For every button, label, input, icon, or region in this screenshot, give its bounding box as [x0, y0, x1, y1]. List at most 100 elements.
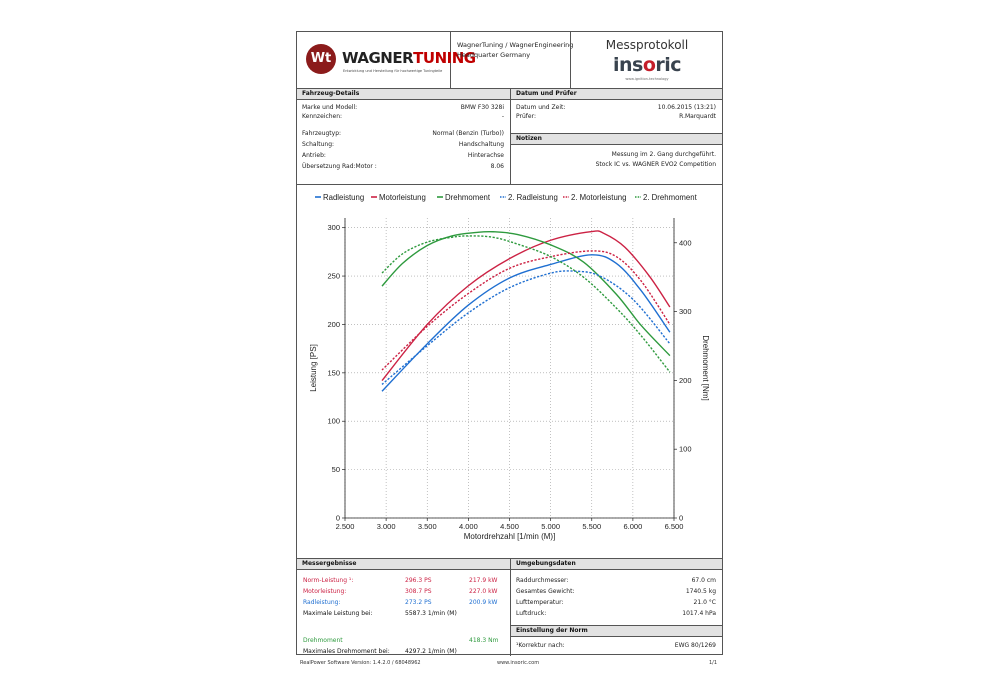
page-number: 1/1 [709, 660, 718, 666]
y-tick-label: 300 [327, 223, 340, 232]
legend-entry: 2. Radleistung [508, 193, 558, 202]
results-divider [510, 558, 511, 656]
wheel-power-ps: 273.2 PS [405, 599, 432, 606]
x-tick-label: 5.000 [541, 522, 560, 531]
legend-entry: 2. Motorleistung [571, 193, 626, 202]
report-header: Wt WAGNERTUNING Entwicklung und Herstell… [297, 32, 722, 89]
y-tick-label: 150 [327, 368, 340, 377]
env-label: Raddurchmesser: [516, 577, 569, 584]
date-row: Prüfer: R.Marquardt [516, 112, 716, 121]
report-title-box: Messprotokoll insoric www.ignition-techn… [570, 32, 723, 88]
notes-text-1: Messung im 2. Gang durchgeführt. [611, 151, 716, 158]
y2-axis-label: Drehmoment [Nm] [701, 335, 710, 400]
vehicle-value: Normal (Benzin (Turbo)) [432, 130, 504, 137]
date-section-title: Datum und Prüfer [510, 88, 722, 100]
vehicle-label: Übersetzung Rad:Motor : [302, 163, 377, 170]
vehicle-row: Marke und Modell: BMW F30 328i [302, 103, 504, 112]
y2-tick-label: 300 [679, 307, 692, 316]
series-line-radleistung [381, 254, 671, 392]
environment-row: Raddurchmesser: 67.0 cm [516, 576, 716, 585]
dyno-chart: Radleistung Motorleistung Drehmoment 2. Rad… [309, 193, 710, 541]
vehicle-section-title: Fahrzeug-Details [297, 88, 510, 100]
norm-power-kw: 217.9 kW [469, 577, 498, 584]
series-line-2-motorleistung [381, 250, 671, 371]
vehicle-value: BMW F30 328i [460, 104, 504, 111]
max-power-label: Maximale Leistung bei: [303, 610, 373, 617]
motor-power-ps: 308.7 PS [405, 588, 432, 595]
torque-value: 418.3 Nm [469, 637, 499, 644]
brand-a: ins [612, 54, 643, 76]
env-label: Gesamtes Gewicht: [516, 588, 575, 595]
vehicle-label: Fahrzeugtyp: [302, 130, 342, 137]
wagner-badge-icon: Wt [306, 44, 336, 74]
y2-tick-label: 200 [679, 376, 692, 385]
notes-line: Stock IC vs. WAGNER EVO2 Competition [516, 160, 716, 169]
x-tick-label: 3.500 [418, 522, 437, 531]
norm-power-ps: 296.3 PS [405, 577, 432, 584]
x-tick-label: 3.000 [377, 522, 396, 531]
series-line-2-radleistung [381, 270, 671, 385]
series-line-motorleistung [381, 230, 671, 382]
legend-entry: Motorleistung [379, 193, 426, 202]
norm-value: EWG 80/1269 [674, 642, 716, 649]
series-line-2-drehmoment [381, 235, 671, 373]
legend-entry: Radleistung [323, 193, 364, 202]
wagner-logo: Wt WAGNERTUNING Entwicklung und Herstell… [297, 32, 476, 88]
logo-text-b: TUNING [413, 49, 476, 67]
chart-grid [344, 218, 675, 519]
wheel-power-label: Radleistung: [303, 599, 341, 606]
vehicle-row: Übersetzung Rad:Motor : 8.06 [302, 162, 504, 171]
report-page: Wt WAGNERTUNING Entwicklung und Herstell… [296, 31, 723, 656]
motor-power-label: Motorleistung: [303, 588, 347, 595]
chart-legend: Radleistung Motorleistung Drehmoment 2. Rad… [315, 193, 698, 202]
vehicle-label: Schaltung: [302, 141, 335, 148]
brand-b: ric [655, 54, 682, 76]
environment-section-title: Umgebungsdaten [510, 558, 722, 570]
website-link[interactable]: www.insoric.com [497, 660, 540, 666]
env-value: 1017.4 hPa [682, 610, 716, 617]
insoric-tagline: www.ignition-technology [625, 77, 669, 81]
environment-row: Lufttemperatur: 21.0 °C [516, 598, 716, 607]
results-section-title: Messergebnisse [297, 558, 510, 570]
notes-text-2: Stock IC vs. WAGNER EVO2 Competition [595, 161, 716, 168]
date-row: Datum und Zeit: 10.06.2015 (13:21) [516, 103, 716, 112]
brand-o: o [642, 54, 656, 76]
norm-row: ¹Korrektur nach: EWG 80/1269 [516, 641, 716, 650]
software-version: RealPower Software Version: 1.4.2.0 / 68… [300, 660, 421, 666]
report-title: Messprotokoll [605, 38, 689, 52]
date-value: 10.06.2015 (13:21) [657, 104, 716, 111]
company-info: WagnerTuning / WagnerEngineering Headqua… [457, 40, 573, 60]
environment-row: Gesamtes Gewicht: 1740.5 kg [516, 587, 716, 596]
legend-entry: Drehmoment [445, 193, 491, 202]
y-tick-label: 100 [327, 417, 340, 426]
y2-tick-label: 400 [679, 238, 692, 247]
motor-power-kw: 227.0 kW [469, 588, 498, 595]
chart-series [381, 230, 671, 392]
env-label: Luftdruck: [516, 610, 547, 617]
max-torque-value: 4297.2 1/min (M) [405, 648, 457, 655]
x-tick-label: 6.500 [665, 522, 684, 531]
env-label: Lufttemperatur: [516, 599, 564, 606]
insoric-logo: insoric [571, 54, 723, 76]
vehicle-label: Kennzeichen: [302, 113, 343, 120]
y-tick-label: 200 [327, 320, 340, 329]
wagner-logo-text: WAGNERTUNING [342, 49, 476, 67]
x-tick-label: 2.500 [336, 522, 355, 531]
company-line-2: Headquarter Germany [457, 51, 531, 59]
vehicle-row: Antrieb: Hinterachse [302, 151, 504, 160]
norm-power-label: Norm-Leistung ¹: [303, 577, 354, 584]
max-torque-label: Maximales Drehmoment bei: [303, 648, 390, 655]
env-value: 1740.5 kg [685, 588, 716, 595]
y-tick-label: 50 [332, 465, 340, 474]
env-value: 21.0 °C [693, 599, 716, 606]
series-line-drehmoment [381, 230, 671, 357]
vehicle-row: Schaltung: Handschaltung [302, 140, 504, 149]
vehicle-row: Kennzeichen: - [302, 112, 504, 121]
vehicle-label: Marke und Modell: [302, 104, 358, 111]
info-bottom-line [297, 184, 722, 185]
max-power-value: 5587.3 1/min (M) [405, 610, 457, 617]
x-axis-label: Motordrehzahl [1/min (M)] [464, 532, 556, 541]
vehicle-value: - [501, 113, 504, 120]
legend-entry: 2. Drehmoment [643, 193, 698, 202]
y2-tick-label: 0 [679, 514, 683, 523]
